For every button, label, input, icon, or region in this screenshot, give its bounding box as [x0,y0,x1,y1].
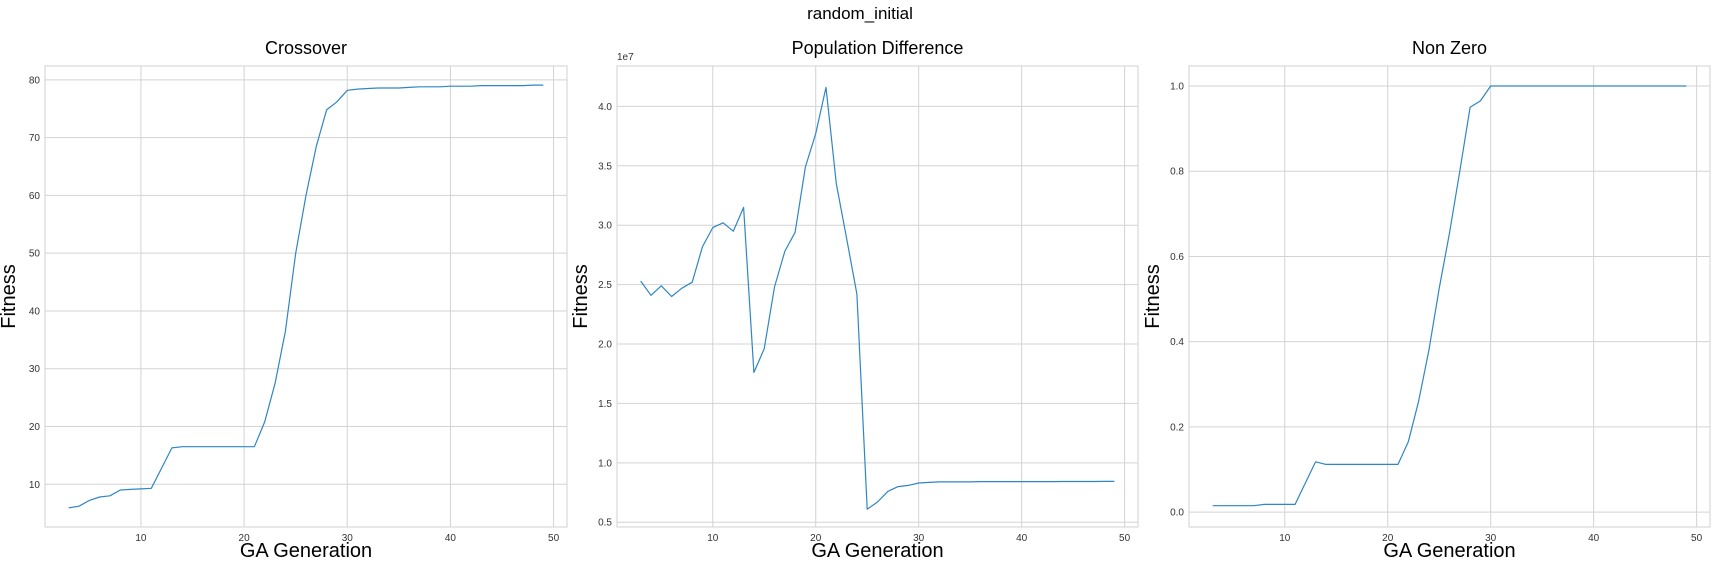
x-tick-label: 50 [1691,533,1703,544]
y-tick-label: 1.5 [598,399,612,410]
x-tick-label: 10 [707,533,719,544]
y-axis-label: Fitness [0,264,20,328]
chart-title: Non Zero [1412,38,1487,58]
y-axis-label: Fitness [1142,264,1164,328]
x-tick-label: 30 [913,533,925,544]
x-tick-label: 10 [135,533,147,544]
series-line [1212,85,1687,507]
y-tick-label: 2.5 [598,280,612,291]
x-tick-label: 20 [239,533,251,544]
y-tick-label: 10 [29,480,41,491]
x-tick-label: 20 [1382,533,1394,544]
x-tick-label: 10 [1279,533,1291,544]
x-axis-label: GA Generation [811,540,943,562]
y-tick-label: 0.5 [598,518,612,529]
x-tick-label: 30 [342,533,354,544]
y-tick-label: 1.0 [598,458,612,469]
y-axis-label: Fitness [570,264,592,328]
x-tick-label: 20 [810,533,822,544]
y-offset-label: 1e7 [617,52,634,63]
y-tick-label: 30 [29,364,41,375]
y-tick-label: 70 [29,133,41,144]
y-tick-label: 2.0 [598,340,612,351]
y-tick-label: 20 [29,422,41,433]
y-tick-label: 40 [29,306,41,317]
y-tick-label: 3.5 [598,161,612,172]
y-tick-label: 60 [29,191,41,202]
y-tick-label: 0.2 [1170,422,1184,433]
figure-title: random_initial [807,4,913,23]
plot-area [44,65,568,528]
plot-area [1188,65,1711,528]
y-tick-label: 80 [29,75,41,86]
x-tick-label: 40 [1588,533,1600,544]
chart-title: Crossover [265,38,347,58]
y-tick-label: 0.6 [1170,252,1184,263]
x-tick-label: 50 [1119,533,1131,544]
series-line [640,86,1115,510]
plot-area [616,65,1139,528]
y-tick-label: 0.8 [1170,167,1184,178]
x-tick-label: 40 [1016,533,1028,544]
y-tick-label: 1.0 [1170,82,1184,93]
series-line [68,84,544,509]
x-axis-label: GA Generation [1383,540,1515,562]
chart-title: Population Difference [792,38,964,58]
x-axis-label: GA Generation [240,540,372,562]
y-tick-label: 50 [29,249,41,260]
x-tick-label: 50 [548,533,560,544]
x-tick-label: 30 [1485,533,1497,544]
y-tick-label: 4.0 [598,102,612,113]
y-tick-label: 3.0 [598,221,612,232]
x-tick-label: 40 [445,533,457,544]
y-tick-label: 0.0 [1170,508,1184,519]
y-tick-label: 0.4 [1170,337,1184,348]
